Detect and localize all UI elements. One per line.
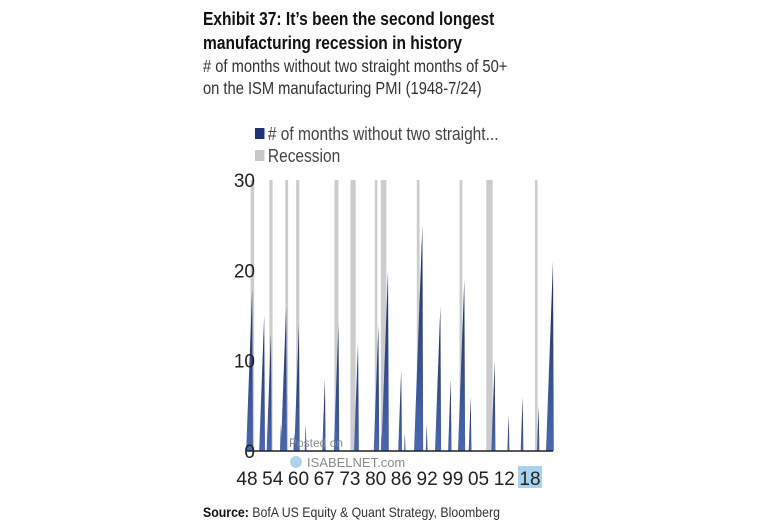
x-tick-label: 48 bbox=[236, 469, 257, 490]
subtitle-line: on the ISM manufacturing PMI (1948-7/24) bbox=[203, 78, 482, 98]
series-spike bbox=[507, 414, 510, 451]
x-tick-label: 60 bbox=[288, 469, 309, 490]
title-line: manufacturing recession in history bbox=[203, 32, 463, 53]
series-spike bbox=[414, 225, 424, 451]
legend-swatch-series bbox=[255, 128, 265, 139]
series-spike bbox=[266, 333, 272, 451]
watermark-text: ISABELNET.com bbox=[307, 455, 405, 470]
series-spike bbox=[536, 405, 540, 451]
series-spike bbox=[333, 324, 340, 451]
legend-item-recession: Recession bbox=[255, 146, 340, 167]
x-tick-label: 92 bbox=[417, 469, 438, 490]
y-tick-label: 20 bbox=[234, 261, 255, 282]
x-tick-label: 05 bbox=[468, 469, 489, 490]
series-spike bbox=[398, 369, 402, 451]
recession-bar bbox=[285, 180, 289, 451]
title-line: Exhibit 37: It’s been the second longest bbox=[203, 8, 495, 29]
series-spike bbox=[425, 423, 428, 451]
series-spike bbox=[546, 261, 554, 451]
legend-item-series: # of months without two straight... bbox=[255, 124, 499, 145]
series-spike bbox=[246, 288, 253, 451]
legend-label: Recession bbox=[267, 146, 341, 166]
source-text: BofA US Equity & Quant Strategy, Bloombe… bbox=[248, 504, 500, 520]
recession-bar bbox=[250, 180, 255, 451]
series-spike bbox=[259, 315, 265, 451]
recession-bar bbox=[296, 180, 300, 451]
series-spike bbox=[468, 396, 472, 451]
series-spike bbox=[435, 306, 442, 451]
y-tick-label: 0 bbox=[244, 442, 255, 463]
series-spike bbox=[294, 324, 300, 451]
recession-bar bbox=[416, 180, 420, 451]
x-tick-label: 18 bbox=[519, 469, 540, 490]
watermark-text: Posted on bbox=[289, 436, 343, 450]
series-spike bbox=[381, 270, 389, 451]
x-tick-label: 67 bbox=[314, 469, 335, 490]
source-label: Source: bbox=[203, 504, 249, 520]
recession-bar bbox=[334, 180, 339, 451]
recession-bar bbox=[459, 180, 463, 451]
series-spike bbox=[520, 396, 524, 451]
chart-subtitle: # of months without two straight months … bbox=[203, 55, 507, 99]
legend-label: # of months without two straight... bbox=[267, 124, 499, 144]
recession-bar bbox=[350, 180, 356, 451]
series-spike bbox=[280, 306, 287, 451]
x-tick-label: 99 bbox=[442, 469, 463, 490]
watermark-globe-icon bbox=[290, 456, 302, 468]
recession-bar bbox=[269, 180, 273, 451]
y-tick-label: 30 bbox=[234, 171, 255, 192]
series-spike bbox=[491, 360, 496, 451]
legend-swatch-recession bbox=[255, 150, 265, 161]
tick-highlight bbox=[518, 466, 542, 488]
x-tick-label: 12 bbox=[494, 469, 515, 490]
source-note: Source: BofA US Equity & Quant Strategy,… bbox=[203, 504, 500, 520]
chart-title: Exhibit 37: It’s been the second longest… bbox=[203, 7, 494, 55]
y-tick-label: 10 bbox=[234, 352, 255, 373]
series-spike bbox=[404, 432, 406, 451]
series-spike bbox=[457, 279, 466, 451]
x-tick-label: 54 bbox=[262, 469, 284, 490]
series-spike bbox=[448, 378, 452, 451]
subtitle-line: # of months without two straight months … bbox=[203, 56, 508, 76]
recession-bar bbox=[374, 180, 378, 451]
x-tick-label: 86 bbox=[391, 469, 412, 490]
series-spike bbox=[373, 324, 380, 451]
x-tick-label: 80 bbox=[365, 469, 386, 490]
series-spike bbox=[304, 423, 307, 451]
recession-bar bbox=[486, 180, 493, 451]
recession-bar bbox=[380, 180, 387, 451]
x-tick-label: 73 bbox=[339, 469, 360, 490]
series-spike bbox=[354, 342, 359, 451]
recession-bar bbox=[535, 180, 538, 451]
series-spike bbox=[322, 378, 326, 451]
